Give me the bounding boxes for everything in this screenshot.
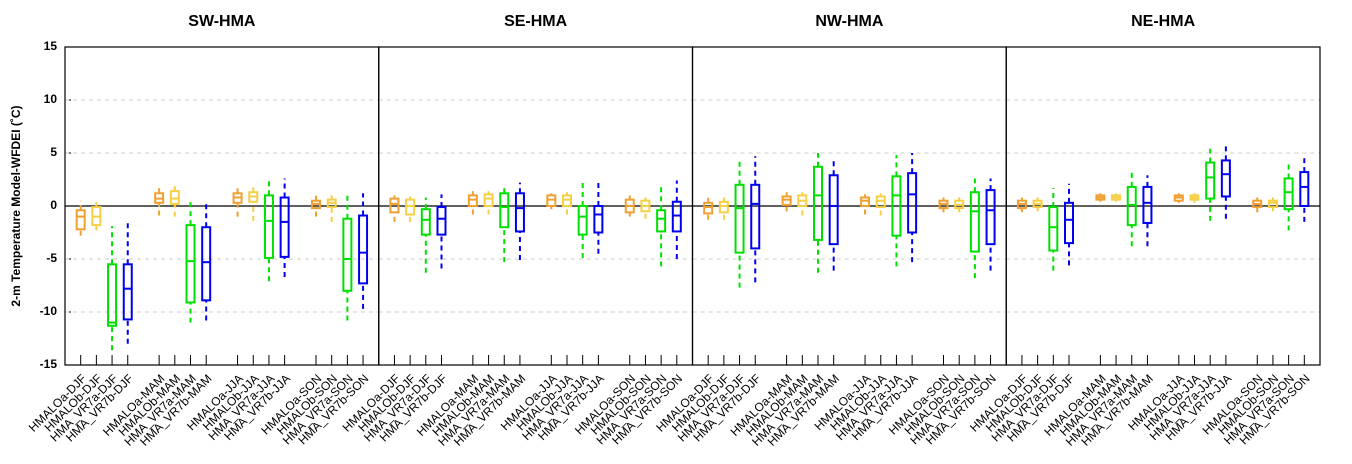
- box: [1299, 171, 1310, 207]
- box: [1064, 201, 1074, 245]
- box: [813, 165, 823, 241]
- y-tick-label: 5: [50, 145, 57, 159]
- box: [1126, 185, 1137, 227]
- box: [389, 197, 400, 214]
- box: [875, 195, 886, 209]
- box: [656, 209, 667, 233]
- panel-title: SW-HMA: [188, 13, 256, 30]
- box: [577, 205, 588, 236]
- y-tick-label: -10: [40, 304, 58, 318]
- box: [907, 172, 918, 234]
- box: [169, 190, 180, 205]
- box: [781, 195, 792, 206]
- box: [499, 192, 510, 229]
- box: [1220, 159, 1231, 198]
- box: [734, 183, 745, 254]
- box: [969, 191, 980, 253]
- box: [1048, 206, 1059, 252]
- panel-frame: [1005, 46, 1321, 366]
- y-tick-label: -15: [40, 357, 58, 371]
- box: [75, 209, 86, 231]
- box: [718, 200, 729, 214]
- y-tick-label: 10: [44, 92, 58, 106]
- box: [514, 192, 525, 233]
- box: [185, 224, 196, 304]
- box: [467, 194, 478, 207]
- box: [483, 193, 494, 207]
- y-axis-label: 2-m Temperature Model-WFDEI (˚C): [9, 105, 23, 306]
- box: [828, 174, 839, 246]
- box: [279, 196, 290, 258]
- box: [1142, 185, 1153, 224]
- box: [201, 226, 212, 302]
- box: [891, 175, 902, 237]
- y-tick-label: 15: [44, 39, 58, 53]
- y-tick-label: -5: [46, 251, 57, 265]
- box: [593, 205, 604, 234]
- box: [436, 206, 447, 236]
- box: [405, 198, 416, 216]
- box: [703, 201, 714, 215]
- box: [671, 200, 682, 233]
- panel-title: SE-HMA: [504, 13, 568, 30]
- box: [358, 214, 369, 285]
- box: [750, 183, 761, 250]
- box: [107, 263, 118, 327]
- box: [1283, 177, 1294, 211]
- box: [860, 196, 871, 208]
- y-tick-label: 0: [50, 198, 57, 212]
- box: [420, 208, 431, 236]
- box: [546, 194, 557, 207]
- panel-title: NE-HMA: [1131, 13, 1195, 30]
- box: [1205, 161, 1216, 200]
- box: [562, 194, 572, 207]
- box: [1267, 199, 1278, 209]
- box: [122, 263, 133, 321]
- box: [985, 189, 996, 246]
- box: [342, 217, 353, 292]
- box: [263, 194, 274, 259]
- panel-title: NW-HMA: [815, 13, 884, 30]
